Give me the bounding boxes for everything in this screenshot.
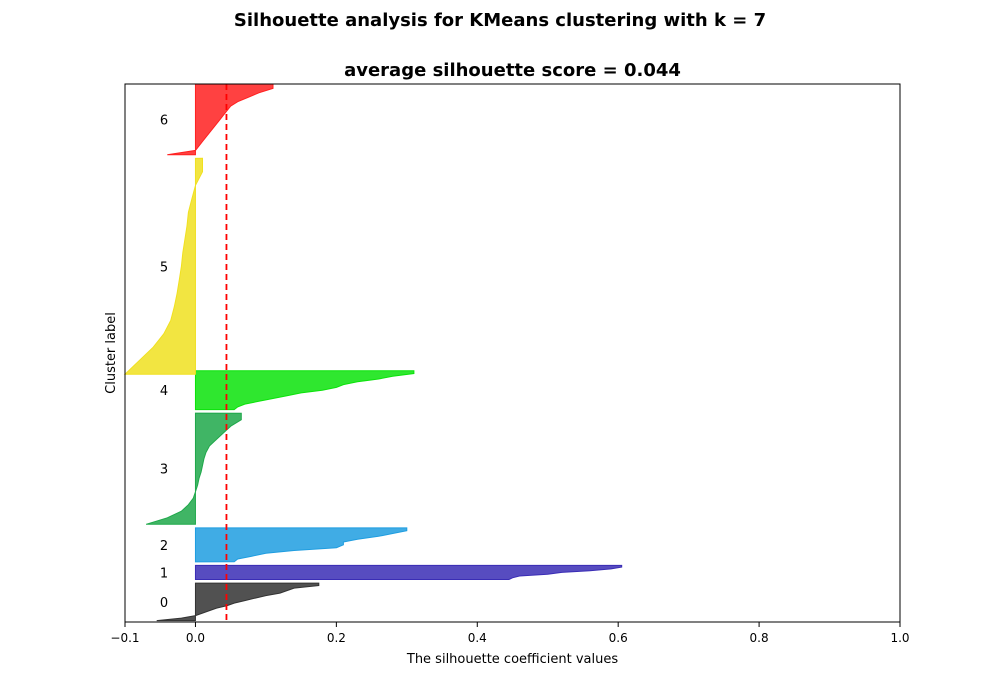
x-tick-label: 0.8 [750, 631, 769, 645]
x-tick-label: 0.0 [186, 631, 205, 645]
figure-suptitle: Silhouette analysis for KMeans clusterin… [233, 10, 767, 31]
x-tick-label: 0.4 [468, 631, 487, 645]
x-tick-label: 1.0 [890, 631, 909, 645]
x-tick-label: −0.1 [110, 631, 139, 645]
cluster-1-silhouette-area [194, 564, 623, 581]
cluster-3-silhouette-area [145, 412, 242, 525]
cluster-3-label: 3 [160, 463, 168, 478]
cluster-2-silhouette-area [194, 527, 408, 563]
cluster-5-silhouette-area [123, 157, 203, 375]
cluster-5-label: 5 [160, 260, 168, 275]
cluster-6-silhouette-area [167, 83, 274, 156]
cluster-4-silhouette-area [194, 370, 415, 411]
cluster-2-label: 2 [160, 539, 168, 554]
x-tick-label: 0.6 [609, 631, 628, 645]
cluster-6-label: 6 [160, 113, 168, 128]
cluster-1-label: 1 [160, 566, 168, 581]
x-tick-label: 0.2 [327, 631, 346, 645]
plot-frame [124, 83, 901, 623]
cluster-0-silhouette-area [156, 582, 320, 622]
chart-title: average silhouette score = 0.044 [344, 60, 681, 81]
y-axis-label: Cluster label [104, 312, 119, 394]
cluster-4-label: 4 [160, 384, 168, 399]
cluster-0-label: 0 [160, 596, 168, 611]
x-axis-label: The silhouette coefficient values [406, 652, 618, 667]
clusters-layer: 0 1 2 3 4 5 6 [123, 83, 623, 622]
x-axis-ticks: −0.1 0.0 0.2 0.4 0.6 0.8 1.0 [110, 622, 910, 645]
